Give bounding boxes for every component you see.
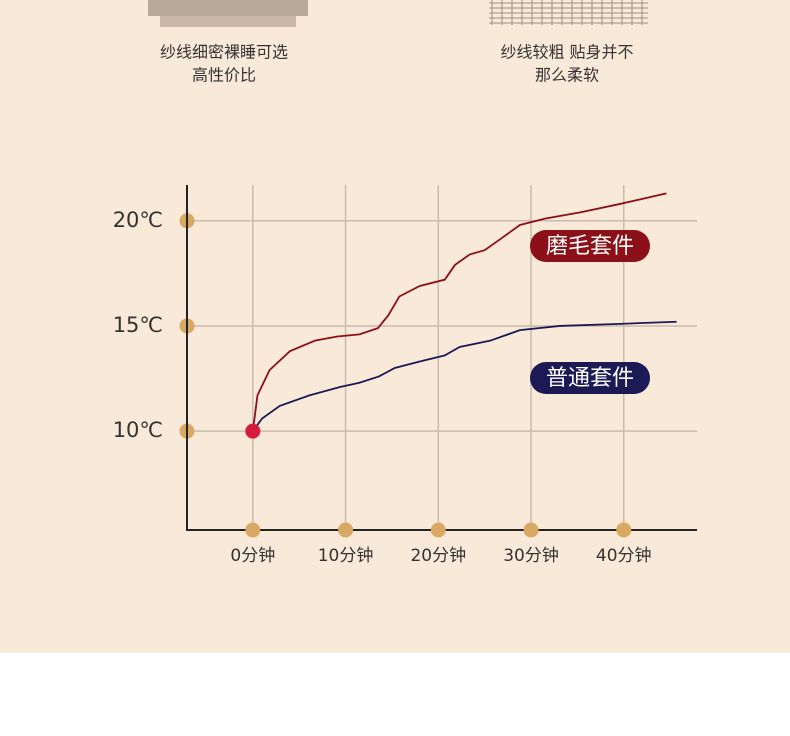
x-tick-dot [616, 522, 632, 538]
x-tick-label: 0分钟 [230, 546, 275, 566]
legend-label: 磨毛套件 [546, 234, 634, 259]
caption: 高性价比 [192, 66, 256, 85]
x-tick-label: 30分钟 [503, 546, 559, 566]
line [251, 192, 667, 432]
y-tick-label: 15℃ [113, 313, 163, 337]
start-point [245, 423, 261, 439]
caption: 纱线较粗 贴身并不 [500, 43, 633, 62]
fabric-dense [148, 0, 308, 27]
legend-label: 普通套件 [546, 366, 634, 391]
x-tick-label: 40分钟 [596, 546, 652, 566]
y-tick-label: 20℃ [113, 208, 163, 232]
caption: 那么柔软 [535, 66, 599, 85]
x-tick-label: 20分钟 [410, 546, 466, 566]
y-tick-label: 10℃ [113, 418, 163, 442]
caption: 纱线细密裸睡可选 [160, 43, 288, 62]
legend-pill [530, 362, 650, 394]
fabric-coarse [489, 0, 648, 25]
x-tick-dot [523, 522, 539, 538]
line [252, 320, 677, 432]
x-tick-dot [245, 522, 261, 538]
x-tick-dot [338, 522, 354, 538]
x-tick-label: 10分钟 [318, 546, 374, 566]
x-tick-dot [430, 522, 446, 538]
legend-pill [530, 230, 650, 262]
